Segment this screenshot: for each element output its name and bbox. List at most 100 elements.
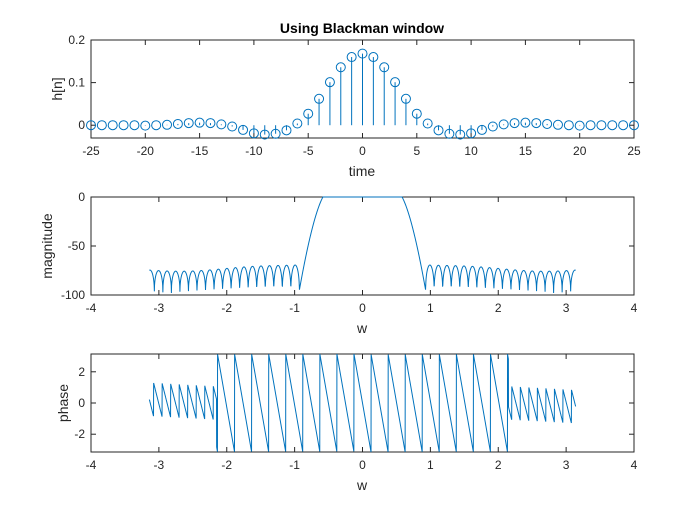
- x-tick-label: -15: [191, 144, 209, 158]
- y-tick-label: -2: [74, 427, 85, 441]
- stem-marker: [129, 120, 140, 131]
- x-tick-label: 15: [519, 144, 533, 158]
- y-tick-labels-1: 0 0.1 0.2: [68, 33, 85, 132]
- stem-marker: [151, 120, 162, 131]
- stem-marker: [227, 121, 238, 132]
- stem-marker: [270, 128, 281, 139]
- stem-marker: [368, 52, 379, 63]
- stem-marker: [183, 118, 194, 129]
- y-axis-label-3: phase: [55, 384, 71, 422]
- y-tick-label: 0: [78, 118, 85, 132]
- y-tick-label: 0: [78, 396, 85, 410]
- x-tick-labels-2: -4 -3 -2 -1 0 1 2 3 4: [86, 301, 638, 315]
- stem-marker: [357, 48, 368, 59]
- stem-marker: [433, 125, 444, 136]
- magnitude-axes: -4 -3 -2 -1 0 1 2 3 4 -100 -50 0 w magnitude: [39, 190, 638, 336]
- stem-marker: [96, 120, 107, 131]
- stem-marker: [629, 120, 639, 131]
- stem-marker: [476, 124, 487, 135]
- x-tick-label: -25: [82, 144, 100, 158]
- x-tick-label: 20: [573, 144, 587, 158]
- x-tick-label: -5: [303, 144, 314, 158]
- phase-trace: [148, 353, 577, 453]
- y-tick-labels-3: -2 0 2: [74, 365, 85, 441]
- y-tick-label: -50: [68, 239, 86, 253]
- stem-marker: [390, 77, 401, 88]
- y-axis-label-1: h[n]: [49, 77, 65, 100]
- stem-marker: [531, 118, 542, 129]
- stem-marker: [324, 77, 335, 88]
- impulse-response-axes: -25 -20 -15 -10 -5 0 5 10 15 20 25 0 0.1 0.2 Using B…: [49, 20, 641, 179]
- stem-marker: [238, 124, 249, 135]
- stem-marker: [466, 128, 477, 139]
- x-tick-label: 0: [359, 301, 366, 315]
- stem-marker: [346, 52, 357, 63]
- stem-marker: [444, 128, 455, 139]
- stem-marker: [86, 120, 96, 131]
- x-tick-label: 1: [427, 301, 434, 315]
- y-tick-label: 0.2: [68, 33, 85, 47]
- x-tick-label: -1: [289, 458, 300, 472]
- y-tick-labels-2: -100 -50 0: [61, 190, 85, 302]
- stem-series: [86, 48, 639, 140]
- x-tick-label: 3: [563, 458, 570, 472]
- stem-marker: [292, 118, 303, 129]
- y-tick-label: 0.1: [68, 76, 85, 90]
- x-tick-labels-1: -25 -20 -15 -10 -5 0 5 10 15 20 25: [82, 144, 641, 158]
- x-tick-label: 2: [495, 458, 502, 472]
- x-tick-label: -20: [137, 144, 155, 158]
- stem-marker: [596, 120, 607, 131]
- stem-marker: [422, 118, 433, 129]
- x-tick-label: 0: [359, 458, 366, 472]
- stem-marker: [281, 125, 292, 136]
- stem-marker: [509, 118, 520, 129]
- x-tick-label: 5: [413, 144, 420, 158]
- y-tick-label: -100: [61, 288, 85, 302]
- x-tick-label: 1: [427, 458, 434, 472]
- x-tick-label: 3: [563, 301, 570, 315]
- stem-marker: [607, 120, 618, 131]
- x-tick-label: -4: [86, 458, 97, 472]
- x-tick-label: 10: [464, 144, 478, 158]
- y-axis-label-2: magnitude: [39, 213, 55, 279]
- stem-marker: [259, 129, 270, 140]
- stem-marker: [498, 119, 509, 130]
- magnitude-trace: [149, 196, 576, 294]
- x-tick-label: -4: [86, 301, 97, 315]
- stem-marker: [585, 120, 596, 131]
- x-tick-label: 0: [359, 144, 366, 158]
- stem-marker: [248, 128, 259, 139]
- phase-axes: -4 -3 -2 -1 0 1 2 3 4 -2 0 2 w phase: [55, 353, 638, 493]
- stem-marker: [140, 120, 151, 131]
- stem-marker: [205, 118, 216, 129]
- x-tick-label: 4: [631, 458, 638, 472]
- stem-marker: [379, 62, 390, 73]
- x-tick-label: -3: [154, 458, 165, 472]
- x-tick-label: -10: [245, 144, 263, 158]
- stem-marker: [618, 120, 629, 131]
- y-tick-label: 2: [78, 365, 85, 379]
- x-tick-label: -3: [154, 301, 165, 315]
- x-tick-label: 4: [631, 301, 638, 315]
- x-axis-label-3: w: [356, 477, 368, 493]
- stem-marker: [542, 118, 553, 129]
- x-tick-label: -2: [221, 458, 232, 472]
- x-tick-label: -1: [289, 301, 300, 315]
- y-tick-label: 0: [78, 190, 85, 204]
- x-axis-label-2: w: [356, 320, 368, 336]
- x-tick-labels-3: -4 -3 -2 -1 0 1 2 3 4: [86, 458, 638, 472]
- stem-marker: [411, 108, 422, 119]
- stem-marker: [162, 119, 173, 130]
- x-axis-label-1: time: [349, 163, 376, 179]
- stem-marker: [172, 118, 183, 129]
- x-tick-label: -2: [221, 301, 232, 315]
- stem-marker: [303, 108, 314, 119]
- stem-marker: [118, 120, 129, 131]
- stem-marker: [574, 120, 585, 131]
- stem-marker: [216, 119, 227, 130]
- stem-marker: [335, 62, 346, 73]
- chart-title: Using Blackman window: [280, 20, 444, 36]
- stem-marker: [487, 121, 498, 132]
- stem-marker: [552, 119, 563, 130]
